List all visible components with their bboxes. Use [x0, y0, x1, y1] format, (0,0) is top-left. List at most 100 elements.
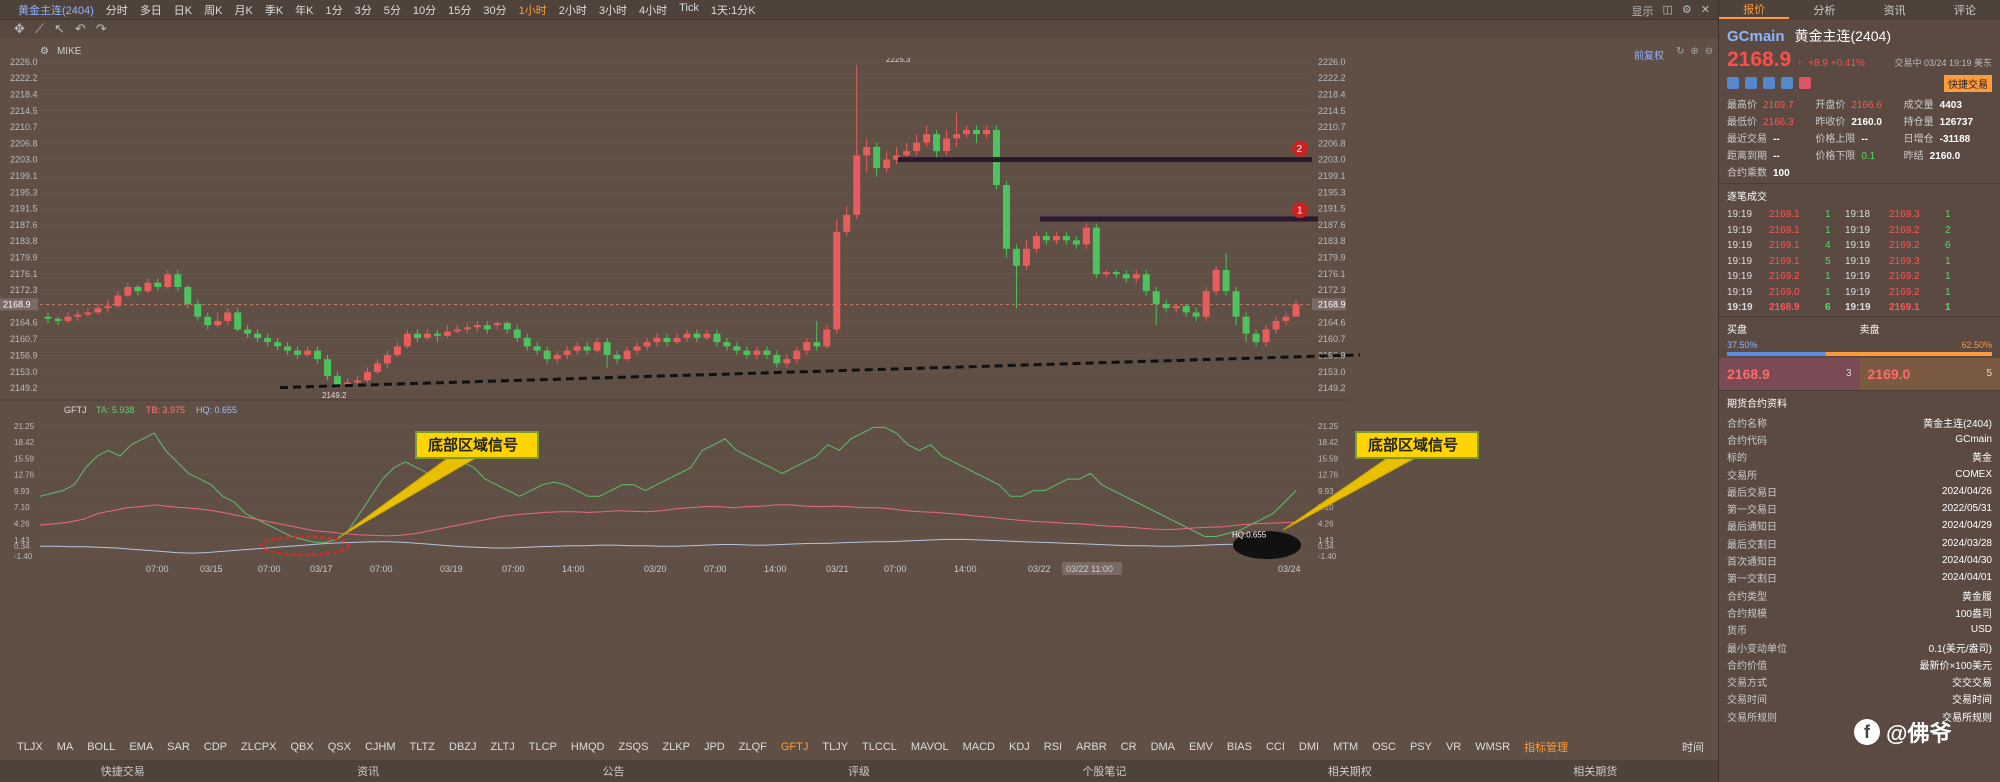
- period-tab[interactable]: 1天:1分K: [710, 4, 756, 17]
- period-tab[interactable]: 季K: [264, 4, 284, 17]
- indicator-tab[interactable]: SAR: [167, 741, 190, 753]
- period-tab[interactable]: 分时: [105, 4, 128, 17]
- indicator-tab[interactable]: WMSR: [1475, 741, 1511, 753]
- close-icon[interactable]: ✕: [1700, 4, 1710, 16]
- period-tab[interactable]: 年K: [295, 4, 314, 17]
- period-tabs: 分时 多日 日K 周K 月K 季K 年K 1分 3分 5分 10分 15分 30分 1小时 2小时 3小时 4小…: [100, 2, 762, 18]
- indicator-tab[interactable]: TLCCL: [862, 741, 897, 753]
- mike-label[interactable]: MIKE: [56, 46, 82, 57]
- indicator-tab[interactable]: CDP: [203, 741, 228, 753]
- undo-icon[interactable]: ↶: [74, 21, 86, 36]
- favorite-icon[interactable]: [1799, 77, 1811, 89]
- footer-tab[interactable]: 资讯: [357, 766, 380, 778]
- zoom-in-icon[interactable]: ⊕: [1690, 46, 1699, 57]
- arrow-tool-icon[interactable]: ↖: [54, 21, 65, 36]
- indicator-tab[interactable]: 指标管理: [1524, 742, 1569, 754]
- indicator-tab[interactable]: ZLTJ: [490, 741, 515, 753]
- line-tool-icon[interactable]: ⟋: [34, 21, 45, 36]
- quick-trade-button[interactable]: 快捷交易: [1944, 74, 1992, 92]
- indicator-tab[interactable]: PSY: [1409, 741, 1432, 753]
- indicator-tab[interactable]: QSX: [327, 741, 351, 753]
- callout-right-text: 底部区域信号: [1368, 436, 1458, 454]
- tick-cell: 19:19: [1727, 209, 1753, 221]
- alert-icon[interactable]: [1763, 77, 1775, 89]
- note-icon[interactable]: [1781, 77, 1793, 89]
- indicator-tab[interactable]: CCI: [1265, 741, 1285, 753]
- indicator-tab[interactable]: OSC: [1372, 741, 1396, 753]
- indicator-tab[interactable]: EMA: [129, 741, 154, 753]
- period-tab[interactable]: 5分: [383, 4, 401, 17]
- gear-icon[interactable]: ⚙: [40, 46, 49, 57]
- indicator-tab[interactable]: ZLCPX: [241, 741, 277, 753]
- indicator-tab[interactable]: RSI: [1043, 741, 1063, 753]
- candle-body: [543, 350, 551, 360]
- indicator-tab[interactable]: EMV: [1189, 741, 1213, 753]
- settings-icon[interactable]: ⚙: [1681, 4, 1692, 16]
- indicator-tab[interactable]: BOLL: [87, 741, 116, 753]
- period-tab[interactable]: 周K: [204, 4, 223, 17]
- indicator-tab[interactable]: TLJX: [17, 741, 43, 753]
- side-tab[interactable]: 评论: [1953, 5, 1976, 17]
- side-tab[interactable]: 资讯: [1883, 5, 1906, 17]
- indicator-tab[interactable]: BIAS: [1226, 741, 1252, 753]
- move-icon[interactable]: ✥: [14, 21, 25, 36]
- footer-tab[interactable]: 评级: [847, 766, 870, 778]
- tick-row: 19:19 2168.9 6 19:19 2169.1 1: [1727, 300, 1992, 316]
- share-icon[interactable]: [1745, 77, 1757, 89]
- indicator-tab[interactable]: JPD: [703, 741, 725, 753]
- period-tab[interactable]: 1小时: [518, 4, 547, 17]
- period-tab[interactable]: 日K: [173, 4, 193, 17]
- period-tab[interactable]: 15分: [448, 4, 472, 17]
- indicator-tab[interactable]: ZLKP: [662, 741, 690, 753]
- side-tab[interactable]: 报价: [1719, 1, 1790, 19]
- period-tab[interactable]: 4小时: [639, 4, 668, 17]
- period-tab[interactable]: 30分: [483, 4, 507, 17]
- period-tab[interactable]: 10分: [412, 4, 437, 17]
- side-tab[interactable]: 分析: [1813, 5, 1836, 17]
- indicator-tab[interactable]: CR: [1120, 741, 1137, 753]
- footer-tab[interactable]: 相关期货: [1573, 766, 1618, 778]
- indicator-tab[interactable]: GFTJ: [780, 741, 809, 753]
- period-tab[interactable]: Tick: [679, 1, 699, 14]
- indicator-tab[interactable]: DBZJ: [449, 741, 477, 753]
- zoom-out-icon[interactable]: ⊖: [1704, 46, 1714, 57]
- indicator-tab[interactable]: KDJ: [1008, 741, 1030, 753]
- indicator-tab[interactable]: ARBR: [1076, 741, 1107, 753]
- adjust-button[interactable]: 前复权: [1634, 51, 1664, 62]
- indicator-tab[interactable]: MTM: [1333, 741, 1359, 753]
- display-menu[interactable]: 显示: [1631, 6, 1654, 18]
- indicator-tab[interactable]: HMQD: [570, 741, 605, 753]
- refresh-icon[interactable]: ↻: [1676, 46, 1685, 57]
- period-tab[interactable]: 2小时: [558, 4, 587, 17]
- indicator-tab[interactable]: ZLQF: [738, 741, 767, 753]
- bid-cell[interactable]: 2168.9 3: [1719, 357, 1860, 390]
- indicator-tab[interactable]: MAVOL: [910, 741, 949, 753]
- indicator-tab[interactable]: QBX: [290, 741, 314, 753]
- redo-icon[interactable]: ↷: [95, 21, 107, 36]
- period-tab[interactable]: 1分: [325, 4, 343, 17]
- indicator-tab[interactable]: TLCP: [528, 741, 557, 753]
- camera-icon[interactable]: ◫: [1662, 4, 1673, 16]
- period-tab[interactable]: 3小时: [598, 4, 628, 17]
- footer-tab[interactable]: 个股笔记: [1082, 766, 1127, 778]
- indicator-tab[interactable]: CJHM: [364, 741, 396, 753]
- info-row: 交易方式 交交交易: [1727, 673, 1992, 690]
- indicator-tab[interactable]: TLJY: [822, 741, 849, 753]
- indicator-tab[interactable]: MACD: [962, 741, 995, 753]
- footer-tab[interactable]: 公告: [602, 766, 625, 778]
- indicator-tab[interactable]: ZSQS: [618, 741, 649, 753]
- indicator-tab[interactable]: VR: [1445, 741, 1462, 753]
- period-tab[interactable]: 3分: [354, 4, 372, 17]
- period-tab[interactable]: 多日: [139, 4, 162, 17]
- tick-cell: 6: [1945, 240, 1951, 252]
- indicator-tab[interactable]: DMA: [1150, 741, 1176, 753]
- footer-tab[interactable]: 相关期权: [1327, 766, 1372, 778]
- ask-cell[interactable]: 2169.0 5: [1859, 357, 2000, 390]
- footer-tab[interactable]: 快捷交易: [100, 766, 145, 778]
- indicator-tab[interactable]: TLTZ: [409, 741, 435, 753]
- indicator-tab[interactable]: DMI: [1298, 741, 1320, 753]
- period-tab[interactable]: 月K: [234, 4, 253, 17]
- indicator-tab[interactable]: MA: [56, 741, 74, 753]
- indicator-tb: TB: 3.975: [146, 405, 185, 415]
